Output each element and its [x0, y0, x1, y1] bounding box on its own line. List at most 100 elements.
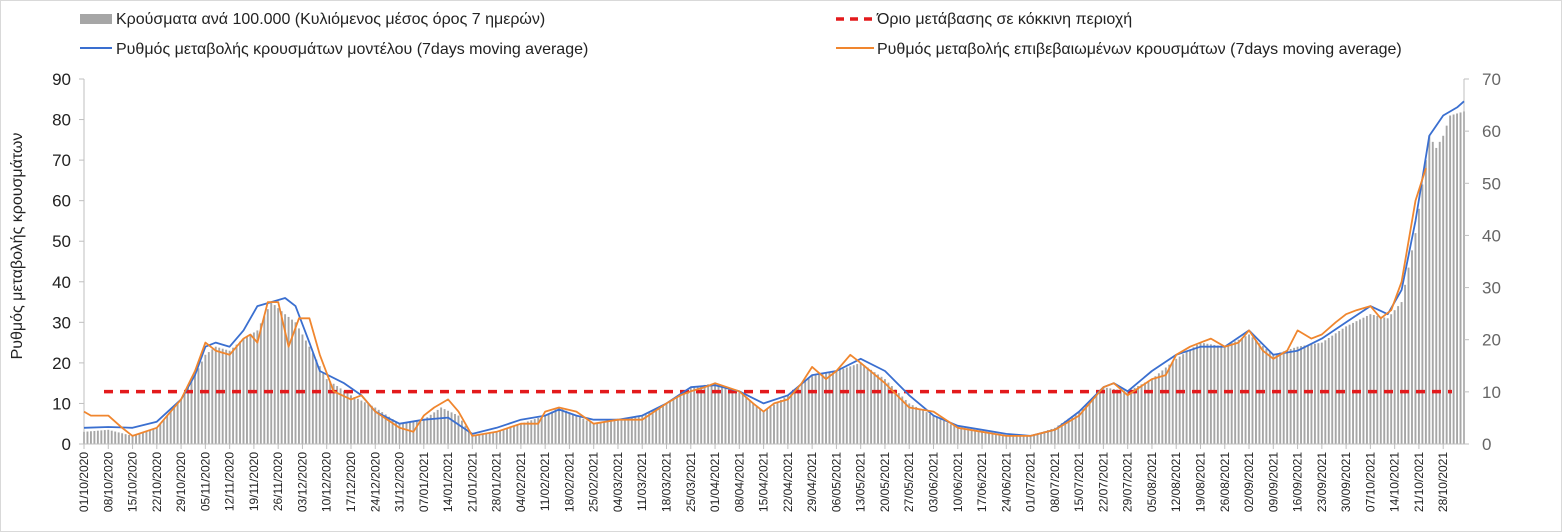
bar: [1251, 337, 1254, 444]
bar: [513, 426, 515, 444]
bar: [890, 386, 893, 444]
bar: [578, 417, 581, 444]
bar: [762, 411, 765, 444]
x-tick-label: 01/04/2021: [708, 452, 722, 512]
bar: [190, 381, 193, 444]
bar: [1095, 394, 1098, 444]
bar: [1098, 390, 1101, 444]
bar: [429, 414, 432, 444]
bar: [183, 393, 186, 444]
bar: [1081, 408, 1084, 444]
bar: [291, 319, 293, 444]
x-tick-label: 30/09/2021: [1339, 452, 1353, 512]
bar: [443, 409, 446, 444]
legend-label-threshold: Όριο μετάβασης σε κόκκινη περιοχή: [876, 11, 1132, 28]
bar: [464, 425, 467, 444]
bar: [859, 362, 862, 444]
bar: [669, 401, 671, 444]
bar: [1040, 432, 1042, 444]
bar: [807, 377, 810, 444]
x-tick-label: 04/02/2021: [514, 452, 528, 512]
y-tick-label-right: 50: [1482, 174, 1501, 193]
bar: [1074, 413, 1077, 444]
bar: [877, 374, 879, 444]
bar: [1400, 302, 1403, 444]
bar: [343, 390, 345, 444]
bar: [478, 434, 481, 444]
bar: [114, 431, 117, 444]
bar: [325, 379, 328, 444]
x-tick-label: 08/07/2021: [1048, 452, 1062, 512]
x-tick-label: 15/04/2021: [757, 452, 771, 512]
bar: [89, 431, 92, 444]
bar: [908, 403, 911, 444]
bar: [887, 382, 890, 444]
x-tick-label: 16/09/2021: [1291, 452, 1305, 512]
y-tick-label-left: 80: [52, 111, 71, 130]
bar: [148, 430, 151, 444]
x-tick-label: 17/06/2021: [975, 452, 989, 512]
bar: [991, 433, 994, 444]
bar: [311, 353, 314, 444]
bar: [506, 428, 508, 444]
bar: [547, 413, 550, 444]
bar: [329, 381, 332, 444]
bar: [1348, 324, 1351, 444]
bar: [374, 407, 377, 444]
bar: [218, 347, 221, 444]
bar: [336, 386, 339, 444]
bar: [1119, 390, 1122, 444]
bar: [1168, 364, 1171, 444]
bar: [918, 408, 921, 444]
bar: [273, 305, 276, 444]
bar: [360, 400, 363, 444]
bar: [873, 372, 876, 444]
bar: [852, 365, 855, 444]
bar: [783, 397, 786, 444]
bar: [544, 415, 547, 444]
bar: [263, 316, 266, 444]
x-tick-label: 01/07/2021: [1024, 452, 1038, 512]
bar: [793, 389, 796, 444]
bar: [356, 398, 359, 444]
bar: [665, 403, 668, 444]
bar: [1064, 420, 1067, 444]
bar: [1213, 344, 1216, 444]
bar: [284, 314, 287, 444]
x-tick-label: 19/08/2021: [1194, 452, 1208, 512]
bar: [582, 418, 585, 444]
bar: [1248, 334, 1250, 444]
bar: [1182, 354, 1185, 444]
bar: [662, 405, 664, 444]
bar: [620, 419, 623, 444]
bar: [977, 431, 980, 444]
bar: [395, 421, 398, 444]
bar: [1359, 319, 1361, 444]
bar: [561, 409, 564, 444]
bar: [551, 411, 554, 444]
bar: [1279, 352, 1282, 444]
bar: [925, 412, 928, 444]
bar: [246, 336, 248, 444]
bar: [1116, 389, 1119, 444]
bar: [1161, 370, 1164, 444]
bar: [124, 434, 127, 444]
bar: [1189, 349, 1192, 444]
bar: [103, 430, 106, 444]
bar: [1341, 328, 1344, 444]
bar: [1019, 435, 1022, 444]
bar: [322, 372, 325, 444]
x-tick-label: 29/10/2020: [174, 452, 188, 512]
bar: [960, 428, 963, 444]
y-tick-label-left: 50: [52, 232, 71, 251]
bar: [1456, 113, 1459, 444]
y-tick-label-left: 90: [52, 70, 71, 89]
x-tick-label: 15/10/2020: [126, 452, 140, 512]
bar: [1379, 316, 1382, 444]
bar: [1234, 341, 1237, 444]
bar: [1105, 387, 1108, 444]
bar: [721, 385, 723, 444]
x-tick-label: 21/01/2021: [465, 452, 479, 512]
bar: [1307, 344, 1309, 444]
bar: [1435, 147, 1438, 444]
